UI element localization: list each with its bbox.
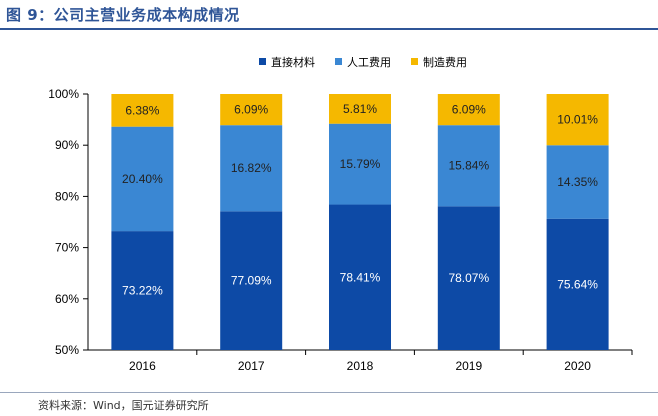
data-label: 14.35% <box>557 175 598 189</box>
x-tick-label: 2018 <box>347 359 374 373</box>
data-label: 6.38% <box>125 103 159 117</box>
bar-segment <box>329 94 391 124</box>
legend-label: 制造费用 <box>423 55 467 69</box>
legend-swatch <box>411 58 418 65</box>
x-tick-label: 2016 <box>129 359 156 373</box>
bar-segment <box>220 125 283 212</box>
title-divider <box>0 28 658 30</box>
data-label: 73.22% <box>122 284 163 298</box>
source-note: 资料来源：Wind，国元证券研究所 <box>38 399 209 412</box>
data-label: 15.84% <box>448 159 489 173</box>
bar-segment <box>220 211 283 350</box>
bar-segment <box>329 204 391 350</box>
data-label: 20.40% <box>122 172 163 186</box>
bar-segment <box>111 126 174 232</box>
x-tick-label: 2019 <box>455 359 482 373</box>
x-tick-label: 2017 <box>238 359 265 373</box>
data-label: 15.79% <box>340 157 381 171</box>
y-tick-label: 50% <box>55 343 79 357</box>
data-label: 78.41% <box>340 270 381 284</box>
stacked-bar-chart: 50% 60% 70% 80% 90% 100% 2016 73.22% 20.40% 6.38%… <box>48 55 633 373</box>
data-label: 5.81% <box>343 102 377 116</box>
y-tick-label: 70% <box>55 241 79 255</box>
data-label: 78.07% <box>448 271 489 285</box>
y-tick-label: 100% <box>48 87 79 101</box>
legend-swatch <box>259 58 266 65</box>
bar-segment <box>546 218 609 350</box>
data-label: 10.01% <box>557 113 598 127</box>
bar-segment <box>437 125 500 207</box>
x-tick-label: 2020 <box>564 359 591 373</box>
bar-segment <box>437 206 500 350</box>
y-tick-label: 90% <box>55 138 79 152</box>
y-tick-label: 60% <box>55 292 79 306</box>
bar-segment <box>546 94 609 146</box>
data-label: 16.82% <box>231 161 272 175</box>
bar-segment <box>111 94 174 127</box>
bar-segment <box>111 231 174 350</box>
data-label: 6.09% <box>234 103 268 117</box>
bar-segment <box>546 145 609 219</box>
data-label: 75.64% <box>557 277 598 291</box>
y-tick-label: 80% <box>55 189 79 203</box>
data-label: 77.09% <box>231 274 272 288</box>
bar-segment <box>329 123 391 205</box>
bar-segment <box>437 94 500 126</box>
bar-segment <box>220 94 283 126</box>
figure-title: 图 9：公司主营业务成本构成情况 <box>6 6 240 24</box>
legend-label: 直接材料 <box>271 55 315 69</box>
source-divider <box>0 392 658 393</box>
legend-label: 人工费用 <box>347 56 391 69</box>
legend-swatch <box>335 58 342 65</box>
data-label: 6.09% <box>452 103 486 117</box>
